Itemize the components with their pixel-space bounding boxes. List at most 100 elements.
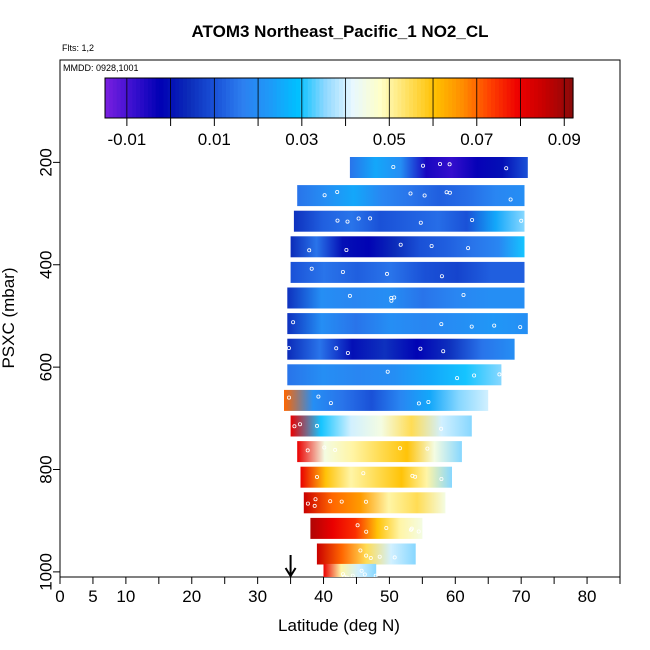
sample-point (368, 556, 373, 561)
colorbar-cell (545, 78, 551, 118)
colorbar-tick-label: 0.05 (373, 130, 406, 149)
colorbar-cell (549, 78, 555, 118)
colorbar-cell (225, 78, 231, 118)
y-tick-label: 400 (37, 251, 56, 279)
sample-point (420, 163, 425, 168)
colorbar-cell (452, 78, 457, 118)
sample-point (356, 216, 361, 221)
colorbar-cell (268, 78, 274, 118)
x-tick-label: 20 (182, 587, 201, 606)
sample-point (384, 271, 389, 276)
colorbar-cell (210, 78, 215, 118)
sample-point (508, 197, 513, 202)
colorbar-cell (444, 78, 449, 118)
sample-point (469, 324, 474, 329)
colorbar-cell (116, 78, 122, 118)
x-tick-label: 80 (578, 587, 597, 606)
sample-point (363, 499, 368, 504)
colorbar-cell (112, 78, 118, 118)
colorbar-cell (222, 78, 227, 118)
heatmap-layer (349, 157, 528, 178)
sample-point (504, 166, 509, 171)
sample-point (328, 499, 333, 504)
sample-point (439, 426, 444, 431)
sample-point (447, 162, 452, 167)
sample-point (439, 322, 444, 327)
colorbar-cell (257, 78, 262, 118)
colorbar-cell (171, 78, 176, 118)
sample-point (312, 503, 317, 508)
sample-point (362, 572, 367, 577)
sample-point (334, 346, 339, 351)
colorbar-cell (229, 78, 235, 118)
colorbar-cell (358, 78, 363, 118)
colorbar-cell (253, 78, 258, 118)
colorbar-outline (104, 77, 574, 119)
colorbar-cell (385, 78, 391, 118)
x-tick-label: 0 (55, 587, 64, 606)
colorbar-tick-label: 0.07 (460, 130, 493, 149)
sample-point (461, 292, 466, 297)
sample-point (455, 376, 460, 381)
sample-point (418, 346, 423, 351)
colorbar-cell (436, 78, 441, 118)
colorbar-cell (218, 78, 223, 118)
colorbar-cell (280, 78, 285, 118)
colorbar-cell (342, 78, 348, 118)
colorbar-cell (483, 78, 488, 118)
colorbar-cell (108, 78, 114, 118)
colorbar-cell (537, 78, 543, 118)
heatmap-layer (293, 210, 525, 232)
sample-point (361, 471, 366, 476)
colorbar-cell (506, 78, 512, 118)
sample-point (416, 401, 421, 406)
sample-point (345, 350, 350, 355)
chart-title: ATOM3 Northeast_Pacific_1 NO2_CL (192, 22, 489, 41)
colorbar-cell (120, 78, 126, 118)
colorbar-cell (307, 78, 313, 118)
colorbar-cell (534, 78, 539, 118)
colorbar-cell (354, 78, 360, 118)
colorbar-cell (420, 78, 426, 118)
sample-point (286, 346, 291, 351)
colorbar-cell (155, 78, 161, 118)
colorbar-cell (202, 78, 207, 118)
colorbar-cell (541, 78, 547, 118)
colorbar-cell (147, 78, 153, 118)
sample-point (519, 218, 524, 223)
sample-point (373, 573, 378, 577)
colorbar-cell (346, 78, 352, 118)
sample-point (492, 323, 497, 328)
sample-point (518, 325, 523, 330)
heatmap-layer (287, 287, 525, 309)
heatmap-layer (287, 313, 528, 335)
colorbar-cell (417, 78, 422, 118)
colorbar-cell (459, 78, 465, 118)
colorbar-cell (339, 78, 344, 118)
colorbar-cell (183, 78, 188, 118)
sample-point (389, 298, 394, 303)
latitude-marker-arrow (284, 555, 297, 578)
sample-point (397, 446, 402, 451)
colorbar-cell (502, 78, 508, 118)
sample-point (439, 476, 444, 481)
sample-point (416, 529, 421, 534)
x-tick-label: 30 (248, 587, 267, 606)
colorbar-cell (479, 78, 484, 118)
colorbar-cell (132, 78, 137, 118)
colorbar-cell (491, 78, 496, 118)
colorbar-cell (249, 78, 254, 118)
sample-point (425, 446, 430, 451)
colorbar: -0.01 0.01 0.03 0.05 0.07 0.09 (104, 77, 581, 149)
colorbar-cell (487, 78, 492, 118)
colorbar-cell (424, 78, 430, 118)
colorbar-cell (428, 78, 434, 118)
colorbar-cell (378, 78, 383, 118)
sample-point (344, 247, 349, 252)
sample-point (410, 473, 415, 478)
colorbar-cell (323, 78, 328, 118)
colorbar-cell (105, 78, 110, 118)
colorbar-cell (245, 78, 250, 118)
colorbar-cell (284, 78, 289, 118)
colorbar-cell (530, 78, 535, 118)
